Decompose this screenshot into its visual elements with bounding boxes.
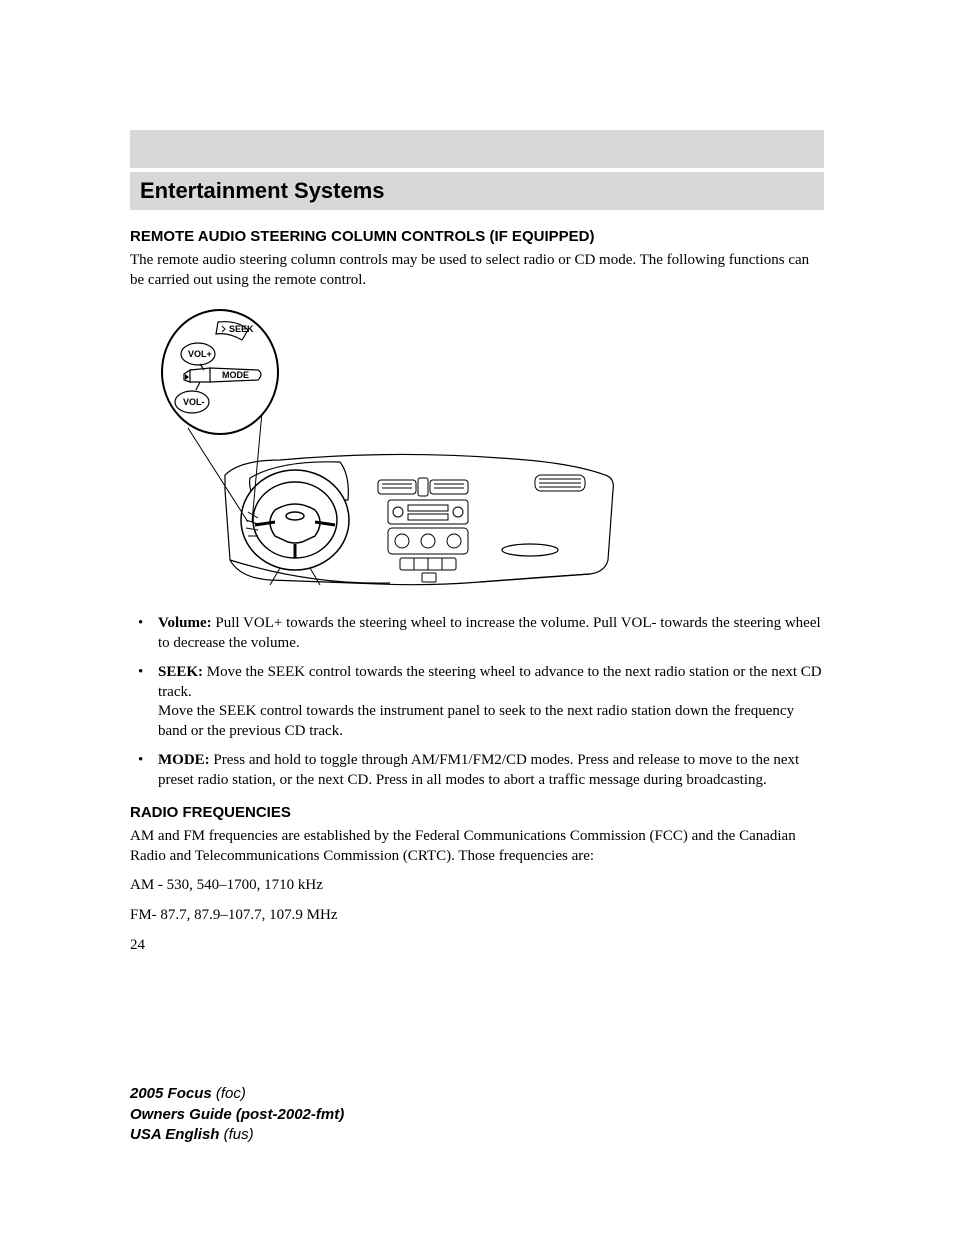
callout-volplus-label: VOL+: [188, 349, 212, 359]
dashboard-diagram: SEEK VOL+ MODE VOL-: [130, 300, 620, 600]
bullet-seek: SEEK: Move the SEEK control towards the …: [150, 663, 824, 741]
bullet-seek-text: Move the SEEK control towards the steeri…: [158, 664, 822, 739]
callout-mode-label: MODE: [222, 370, 249, 380]
section-title: Entertainment Systems: [140, 178, 385, 203]
section-header: Entertainment Systems: [130, 172, 824, 210]
subheading-radio-frequencies: RADIO FREQUENCIES: [130, 804, 824, 821]
footer-line-2: Owners Guide (post-2002-fmt): [130, 1105, 344, 1125]
bullet-list: Volume: Pull VOL+ towards the steering w…: [130, 614, 824, 790]
intro-paragraph: The remote audio steering column control…: [130, 251, 824, 290]
bullet-volume-text: Pull VOL+ towards the steering wheel to …: [158, 615, 821, 651]
footer-lang: USA English: [130, 1126, 224, 1143]
footer-lang-code: (fus): [224, 1126, 254, 1143]
footer-model: 2005 Focus: [130, 1085, 216, 1102]
top-gray-bar: [130, 130, 824, 168]
page-number: 24: [130, 937, 824, 954]
footer-line-3: USA English (fus): [130, 1125, 344, 1145]
am-frequency-line: AM - 530, 540–1700, 1710 kHz: [130, 876, 824, 896]
footer-block: 2005 Focus (foc) Owners Guide (post-2002…: [130, 1084, 344, 1145]
fm-frequency-line: FM- 87.7, 87.9–107.7, 107.9 MHz: [130, 906, 824, 926]
bullet-mode-label: MODE:: [158, 752, 210, 768]
page-content: Entertainment Systems REMOTE AUDIO STEER…: [0, 0, 954, 954]
footer-line-1: 2005 Focus (foc): [130, 1084, 344, 1104]
radio-freq-paragraph: AM and FM frequencies are established by…: [130, 827, 824, 866]
bullet-volume: Volume: Pull VOL+ towards the steering w…: [150, 614, 824, 653]
footer-model-code: (foc): [216, 1085, 246, 1102]
bullet-mode: MODE: Press and hold to toggle through A…: [150, 751, 824, 790]
bullet-mode-text: Press and hold to toggle through AM/FM1/…: [158, 752, 799, 788]
callout-volminus-label: VOL-: [183, 397, 205, 407]
subheading-remote-controls: REMOTE AUDIO STEERING COLUMN CONTROLS (I…: [130, 228, 824, 245]
footer-guide: Owners Guide (post-2002-fmt): [130, 1106, 344, 1123]
bullet-volume-label: Volume:: [158, 615, 212, 631]
callout-seek-label: SEEK: [229, 324, 254, 334]
bullet-seek-label: SEEK:: [158, 664, 203, 680]
